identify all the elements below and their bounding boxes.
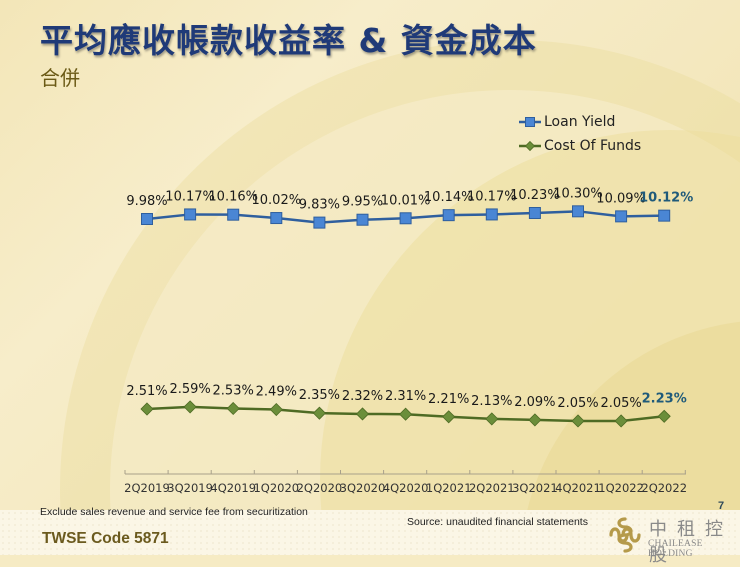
data-point-marker xyxy=(226,401,240,416)
data-label: 2.23% xyxy=(642,391,687,406)
data-point-marker xyxy=(355,407,370,421)
legend-item-cost-of-funds: Cost Of Funds xyxy=(518,134,641,158)
data-point-marker xyxy=(485,208,498,221)
data-point-marker xyxy=(141,213,153,225)
data-point-marker xyxy=(184,208,197,221)
data-label: 10.16% xyxy=(208,190,258,205)
x-axis-label: 1Q2022 xyxy=(598,481,644,495)
page-number: 7 xyxy=(718,500,725,512)
legend-item-loan-yield: Loan Yield xyxy=(518,110,641,134)
data-label: 2.32% xyxy=(342,389,383,404)
data-point-marker xyxy=(399,212,412,225)
data-label: 10.09% xyxy=(596,191,646,206)
logo-english-name: CHAILEASE HOLDING xyxy=(648,539,703,559)
legend-label: Loan Yield xyxy=(544,114,616,130)
data-point-marker xyxy=(614,414,628,428)
diamond-marker-icon xyxy=(519,140,541,152)
data-label: 2.59% xyxy=(169,382,210,397)
x-axis-label: 2Q2019 xyxy=(124,481,170,495)
data-point-marker xyxy=(528,207,541,219)
data-point-marker xyxy=(442,209,455,222)
slide-background xyxy=(0,0,740,510)
data-point-marker xyxy=(270,212,283,225)
x-axis-label: 2Q2022 xyxy=(641,481,687,495)
data-label: 10.14% xyxy=(424,190,474,205)
data-point-marker xyxy=(183,400,197,414)
line-chart: 2Q20193Q20194Q20191Q20202Q20203Q20204Q20… xyxy=(124,186,693,495)
data-label: 10.23% xyxy=(510,188,560,203)
data-label: 2.05% xyxy=(557,396,598,411)
data-label: 2.35% xyxy=(299,388,340,403)
x-axis-label: 3Q2020 xyxy=(340,481,386,495)
square-marker-icon xyxy=(519,117,541,127)
data-point-marker xyxy=(399,407,413,421)
x-axis-label: 4Q2020 xyxy=(383,481,429,495)
data-point-marker xyxy=(356,213,369,226)
data-label: 9.98% xyxy=(126,194,167,209)
data-label: 10.12% xyxy=(639,191,693,206)
data-label: 2.09% xyxy=(514,395,555,410)
data-label: 10.01% xyxy=(381,193,431,208)
x-axis-label: 3Q2019 xyxy=(167,481,213,495)
data-label: 2.31% xyxy=(385,389,426,404)
data-point-marker xyxy=(140,402,154,416)
source-note: Source: unaudited financial statements xyxy=(407,516,588,528)
data-label: 2.13% xyxy=(471,394,512,409)
data-label: 2.53% xyxy=(213,383,254,398)
data-label: 10.02% xyxy=(252,193,302,208)
data-label: 10.30% xyxy=(553,186,603,201)
footer-band xyxy=(0,510,740,555)
data-label: 2.49% xyxy=(256,385,297,400)
data-point-marker xyxy=(442,410,456,424)
twse-code: TWSE Code 5871 xyxy=(42,530,169,547)
x-axis-label: 3Q2021 xyxy=(512,481,558,495)
data-point-marker xyxy=(657,409,671,423)
data-point-marker xyxy=(485,412,499,426)
x-axis-label: 1Q2021 xyxy=(426,481,472,495)
data-label: 2.51% xyxy=(126,384,167,399)
company-logo: 中租控股 CHAILEASE HOLDING xyxy=(605,515,740,566)
data-point-marker xyxy=(571,414,585,428)
page-subtitle: 合併 xyxy=(40,66,80,90)
data-label: 2.05% xyxy=(600,396,641,411)
data-label: 9.95% xyxy=(342,195,383,210)
data-point-marker xyxy=(615,210,628,223)
data-label: 9.83% xyxy=(299,198,340,213)
page-title: 平均應收帳款收益率 & 資金成本 xyxy=(40,21,537,60)
data-point-marker xyxy=(658,209,671,222)
legend-label: Cost Of Funds xyxy=(544,138,642,154)
x-axis-label: 1Q2020 xyxy=(253,481,299,495)
data-point-marker xyxy=(312,406,326,420)
x-axis-label: 4Q2021 xyxy=(555,481,601,495)
footnote: Exclude sales revenue and service fee fr… xyxy=(40,506,308,518)
data-label: 2.21% xyxy=(428,392,469,407)
data-point-marker xyxy=(269,402,283,417)
x-axis-label: 2Q2021 xyxy=(469,481,515,495)
data-point-marker xyxy=(528,413,542,427)
chailease-logo-icon xyxy=(609,517,641,553)
chart-legend: Loan Yield Cost Of Funds xyxy=(518,110,641,158)
data-point-marker xyxy=(572,205,584,218)
data-point-marker xyxy=(227,208,240,221)
data-label: 10.17% xyxy=(165,189,215,204)
data-point-marker xyxy=(313,216,326,229)
data-label: 10.17% xyxy=(467,189,517,204)
x-axis-label: 4Q2019 xyxy=(210,481,256,495)
x-axis-label: 2Q2020 xyxy=(297,481,343,495)
